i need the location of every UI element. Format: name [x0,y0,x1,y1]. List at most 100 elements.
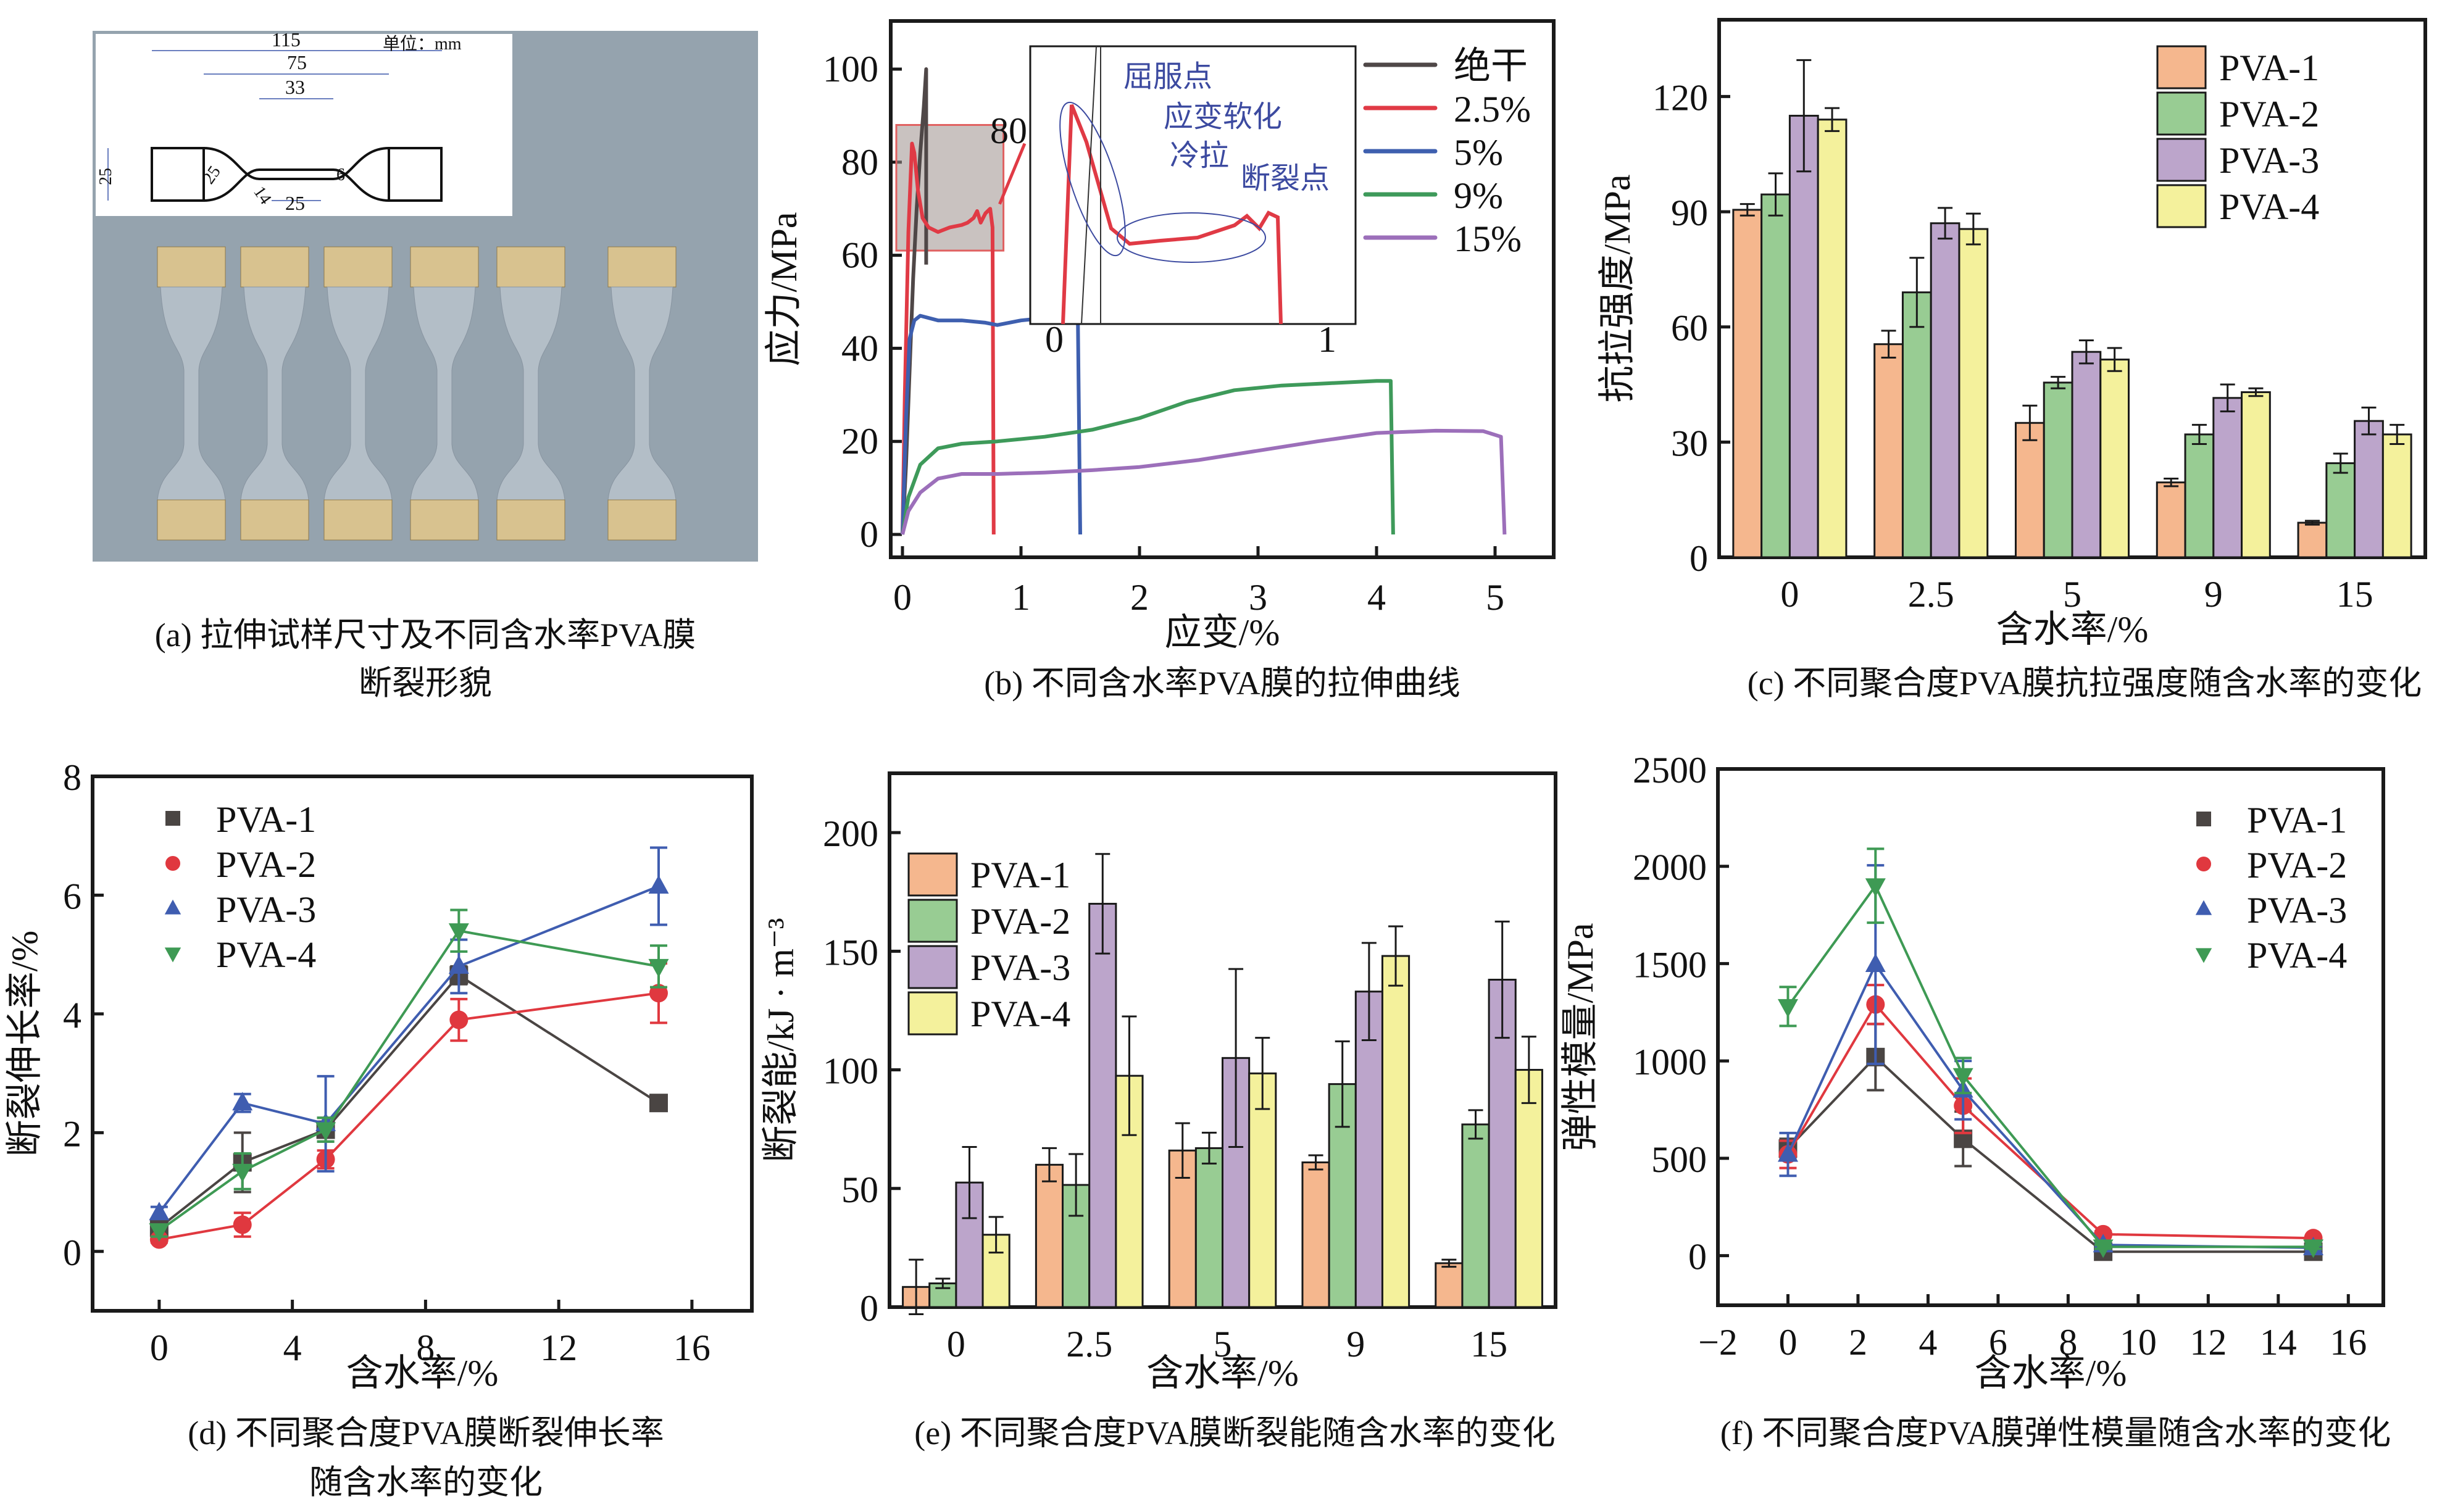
bar-pva-1 [1732,209,1763,559]
inset-x-tick-label: 0 [1045,319,1064,360]
tape-grip-top [157,246,226,288]
marker-square [2196,812,2211,826]
bar-pva-4 [2099,359,2130,559]
caption-a-line2: 断裂形貌 [359,665,492,702]
marker-triangle-down [149,1223,170,1242]
legend-label: PVA-2 [2219,94,2319,135]
panel-f-elastic-modulus: −2 0 2 4 6 8 10 12 14 16 0 500 1000 1500 2000 2500 PVA-1… [1560,750,2391,1452]
x-axis-label: 含水率/% [1996,609,2149,650]
bar-pva-1 [1301,1161,1330,1308]
y-tick-label: 0 [63,1232,81,1273]
specimen [410,246,479,541]
zoom-arrow [998,143,1027,205]
tape-grip-top [323,246,393,288]
specimen [323,246,393,541]
series-line-pva-2 [1786,1002,2314,1240]
bar-pva-3 [2354,420,2384,559]
panel-e-fracture-energy: 0 50 100 150 200 0 2.5 5 9 15 PVA-1 PVA-2 PVA-3 PVA-4… [760,771,1557,1452]
bar-pva-4 [1248,1072,1277,1308]
series-line-pva-4 [158,929,659,1232]
bar-pva-4 [1514,1069,1543,1308]
series-line-1 [901,141,996,535]
bar-pva-4 [2241,391,2271,559]
x-tick-label: 3 [1249,577,1267,618]
caption-b: (b) 不同含水率PVA膜的拉伸曲线 [984,665,1460,702]
x-tick-label: 15 [2336,574,2373,615]
panel-c-tensile-strength: 0 30 60 90 120 0 2.5 5 9 15 PVA-1 PVA-2 PVA-3 PVA-4 含水… [1597,18,2427,702]
specimen-photos [157,246,677,541]
y-axis-label: 抗拉强度/MPa [1597,174,1638,402]
legend-label: 绝干 [1454,46,1528,86]
y-tick-label: 150 [823,932,878,973]
legend-label: PVA-4 [216,934,316,975]
drawing-dim-75: 75 [287,51,307,73]
x-tick-label: 0 [1780,574,1799,615]
x-axis-label: 含水率/% [1146,1353,1299,1394]
legend-label: PVA-4 [970,994,1070,1034]
legend-swatch [2156,184,2207,228]
y-tick-label: 100 [823,49,878,89]
y-tick-label: 0 [860,1288,878,1329]
marker-triangle-down [315,1122,336,1141]
panel-a: 单位：mm 115 75 33 25 6 25 25 14 (a) 拉伸试样尺寸… [93,28,758,702]
legend-label: PVA-3 [2219,140,2319,181]
y-tick-label: 8 [63,757,81,798]
cold-drawing-ellipse [1117,212,1266,263]
legend-label: 9% [1454,175,1503,216]
bar-pva-1 [1435,1262,1464,1308]
marker-circle [165,856,180,871]
marker-triangle-down [1952,1068,1973,1087]
y-tick-label: 50 [841,1169,878,1210]
marker-circle [2196,857,2211,871]
legend-label: PVA-4 [2219,186,2319,227]
x-tick-label: 2 [1130,577,1149,618]
marker-triangle-up [2195,900,2212,915]
y-tick-label: 4 [63,995,81,1036]
y-tick-label: 6 [63,876,81,916]
x-tick-label: 5 [1486,577,1504,618]
caption-e: (e) 不同聚合度PVA膜断裂能随含水率的变化 [914,1414,1556,1452]
y-axis-label: 断裂伸长率/% [4,931,45,1157]
caption-d-1: (d) 不同聚合度PVA膜断裂伸长率 [188,1414,664,1452]
legend-label: 5% [1454,132,1503,173]
legend-label: PVA-4 [2247,935,2347,976]
y-tick-label: 0 [860,514,878,555]
y-tick-label: 40 [841,328,878,368]
drawing-dim-25-width: 25 [96,168,115,185]
legend-swatch [907,991,958,1036]
tape-grip-bottom [607,499,677,541]
legend-label: PVA-3 [970,947,1070,988]
y-tick-label: 2000 [1633,847,1707,888]
marker-square [165,811,180,826]
tape-grip-top [496,246,565,288]
x-tick-label: 0 [893,577,912,618]
y-tick-label: 60 [841,235,878,276]
panel-b-tensile-curves: 0 1 2 3 4 5 0 20 40 60 80 100 应变/% 应力/MPa 0 1 80 屈服点应变软化冷… [764,19,1556,702]
y-tick-label: 80 [841,142,878,183]
marker-triangle-down [2303,1239,2324,1258]
y-tick-label: 60 [1671,308,1708,349]
legend-swatch [907,899,958,943]
y-tick-label: 1000 [1633,1042,1707,1082]
specimen-drawing: 单位：mm 115 75 33 25 6 25 25 14 [96,28,512,216]
series-line-3 [901,379,1395,535]
legend-swatch [907,852,958,897]
bar-pva-2 [1901,291,1932,559]
marker-triangle-down [2195,948,2212,963]
x-tick-label: 15 [1470,1324,1507,1365]
x-tick-label: 12 [2190,1322,2227,1363]
bar-pva-3 [1088,902,1117,1308]
legend-label: PVA-3 [216,889,316,930]
y-axis-label: 弹性模量/MPa [1560,923,1601,1151]
y-tick-label: 500 [1651,1139,1707,1180]
specimen [240,246,309,541]
x-tick-label: 2.5 [1908,574,1954,615]
x-tick-label: 5 [2063,574,2081,615]
y-axis-label: 应力/MPa [764,212,804,366]
tape-grip-top [607,246,677,288]
marker-triangle-up [149,1202,170,1221]
marker-circle [233,1215,252,1234]
drawing-dim-115: 115 [272,28,301,51]
drawing-dim-33: 33 [285,76,305,98]
bar-pva-4 [1381,955,1410,1308]
